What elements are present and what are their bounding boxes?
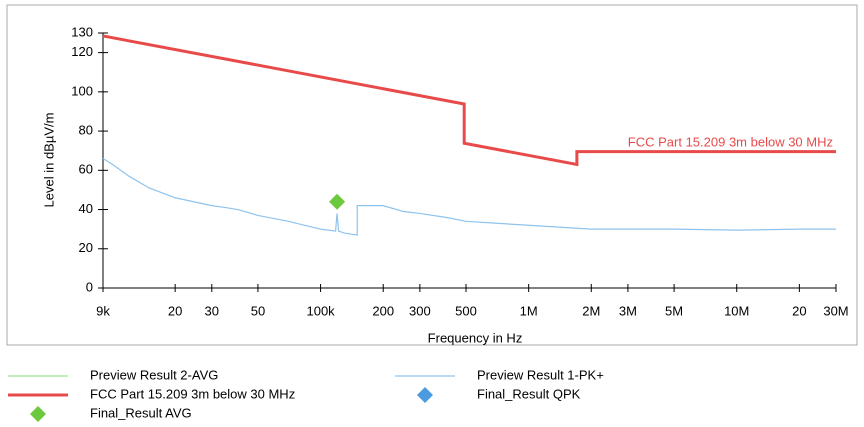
x-tick-label: 10M xyxy=(724,303,749,318)
y-tick-label: 60 xyxy=(79,162,93,177)
series-line xyxy=(102,158,836,236)
x-tick-label: 30M xyxy=(823,303,848,318)
x-tick-label: 2M xyxy=(582,303,600,318)
y-axis-label: Level in dBµV/m xyxy=(41,113,56,208)
y-tick-label: 100 xyxy=(71,83,93,98)
x-tick-label: 3M xyxy=(619,303,637,318)
legend-swatch xyxy=(417,387,433,403)
y-tick-label: 120 xyxy=(71,44,93,59)
chart-frame xyxy=(6,4,858,346)
marker xyxy=(329,193,346,210)
y-tick-label: 0 xyxy=(86,279,93,294)
legend-swatch xyxy=(30,406,46,422)
y-tick-label: 20 xyxy=(79,240,93,255)
x-tick-label: 300 xyxy=(409,303,431,318)
legend-label: Final_Result AVG xyxy=(90,405,192,420)
x-tick-label: 20 xyxy=(168,303,182,318)
series-line xyxy=(102,34,836,167)
y-tick-label: 80 xyxy=(79,123,93,138)
legend-label: FCC Part 15.209 3m below 30 MHz xyxy=(90,386,295,401)
x-tick-label: 5M xyxy=(665,303,683,318)
legend-label: Preview Result 1-PK+ xyxy=(477,367,604,382)
x-tick-label: 200 xyxy=(372,303,394,318)
legend-label: Final_Result QPK xyxy=(477,386,581,401)
x-tick-label: 20 xyxy=(792,303,806,318)
y-tick-label: 130 xyxy=(71,24,93,39)
x-tick-label: 1M xyxy=(520,303,538,318)
legend-label: Preview Result 2-AVG xyxy=(90,367,218,382)
x-tick-label: 500 xyxy=(455,303,477,318)
x-tick-label: 50 xyxy=(251,303,265,318)
x-axis-label: Frequency in Hz xyxy=(428,330,523,345)
x-tick-label: 9k xyxy=(96,303,110,318)
annotation: FCC Part 15.209 3m below 30 MHz xyxy=(628,134,833,149)
x-tick-label: 100k xyxy=(306,303,335,318)
y-tick-label: 40 xyxy=(79,201,93,216)
x-tick-label: 30 xyxy=(205,303,219,318)
